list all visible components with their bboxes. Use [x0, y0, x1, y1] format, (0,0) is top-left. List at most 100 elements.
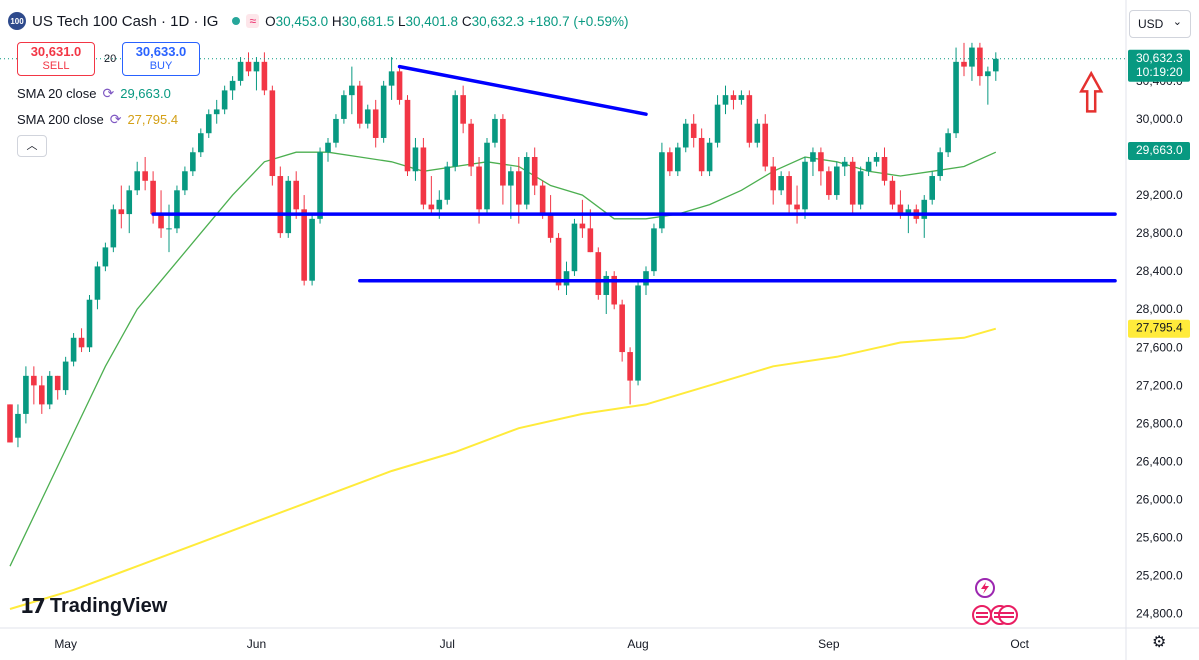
candle-body	[484, 142, 490, 210]
currency-selector[interactable]: USD ⌄	[1129, 10, 1191, 38]
market-status-icon[interactable]	[232, 17, 241, 25]
candle-body	[213, 109, 220, 115]
candle-body	[627, 352, 633, 381]
candle-body	[476, 166, 482, 210]
indicator-sma200[interactable]: SMA 200 close ⟳ 27,795.4	[17, 111, 178, 128]
candle-body	[110, 209, 117, 248]
candle-body	[523, 157, 530, 205]
candle-body	[428, 204, 435, 210]
candle-body	[229, 80, 236, 91]
candle-body	[62, 361, 69, 391]
currency-label: USD	[1138, 17, 1164, 31]
wave-icon[interactable]: ≈	[246, 14, 260, 28]
buy-button[interactable]: 30,633.0 BUY	[122, 42, 200, 76]
candle-body	[834, 166, 840, 196]
candle-body	[261, 61, 268, 91]
ohlc-readout: O30,453.0 H30,681.5 L30,401.8 C30,632.3 …	[265, 14, 628, 29]
candle-body	[595, 252, 602, 295]
symbol-logo[interactable]: 100	[8, 12, 26, 30]
time-axis[interactable]: May Jun Jul Aug Sep Oct	[54, 637, 1029, 651]
candle-body	[205, 114, 212, 134]
candle-body	[539, 185, 546, 215]
candle-body	[54, 375, 61, 391]
candle-body	[905, 209, 912, 215]
candle-body	[317, 152, 323, 219]
candle-body	[841, 161, 848, 167]
sell-label: SELL	[42, 60, 70, 72]
settings-gear-icon[interactable]: ⚙	[1152, 634, 1167, 651]
candle-body	[460, 95, 466, 124]
close-value: 30,632.3	[471, 13, 525, 29]
last-price-label-text: 30,632.3	[1136, 51, 1183, 65]
tradingview-logo[interactable]: 17 TradingView	[20, 594, 167, 618]
candle-body	[15, 413, 21, 438]
candle-body	[682, 123, 689, 148]
candle-body	[969, 47, 975, 67]
sell-button[interactable]: 30,631.0 SELL	[17, 42, 95, 76]
buy-label: BUY	[149, 60, 173, 72]
x-tick-label: May	[54, 637, 77, 651]
candle-body	[126, 190, 133, 215]
candle-body	[396, 71, 403, 100]
candle-body	[531, 157, 538, 186]
candle-body	[818, 152, 824, 172]
event-icons[interactable]	[968, 576, 1028, 628]
candle-body	[619, 304, 625, 353]
arrow-up-annotation	[1079, 70, 1104, 113]
sma20-price-label-text: 29,663.0	[1136, 143, 1183, 157]
candle-body	[786, 176, 792, 205]
lightning-bolt-icon	[981, 582, 989, 594]
y-tick-label: 27,200.0	[1136, 378, 1183, 392]
price-axis[interactable]: 24,800.0 25,200.0 25,600.0 26,000.0 26,400.0…	[1136, 112, 1183, 621]
candle-body	[516, 171, 522, 205]
trendlines-layer	[151, 64, 1117, 283]
last-price-label-text: 10:19:20	[1136, 65, 1183, 79]
candle-body	[182, 171, 188, 191]
tradingview-wordmark: TradingView	[49, 594, 168, 617]
flag-stripes-icon	[994, 612, 1014, 614]
refresh-icon[interactable]: ⟳	[109, 111, 122, 127]
candle-body	[7, 404, 13, 443]
candle-body	[770, 166, 776, 191]
indicator-sma20[interactable]: SMA 20 close ⟳ 29,663.0	[17, 85, 171, 102]
y-tick-label: 26,800.0	[1136, 416, 1183, 430]
close-label: C	[461, 13, 472, 29]
candle-body	[929, 176, 935, 200]
low-label: L	[397, 13, 406, 29]
candle-body	[31, 375, 37, 386]
flag-stripes-icon	[976, 616, 988, 618]
us-event-icon[interactable]	[972, 605, 992, 625]
candle-body	[94, 266, 101, 300]
candle-body	[245, 61, 252, 72]
refresh-icon[interactable]: ⟳	[102, 85, 115, 101]
collapse-indicators-button[interactable]: ︿	[17, 135, 47, 157]
candle-body	[993, 58, 999, 72]
candle-body	[436, 199, 443, 210]
low-value: 30,401.8	[405, 13, 459, 29]
us-event-icon[interactable]	[998, 605, 1018, 625]
symbol-title[interactable]: US Tech 100 Cash · 1D · IG	[32, 12, 219, 30]
candle-body	[826, 171, 832, 196]
x-tick-label: Oct	[1010, 637, 1029, 651]
candle-body	[269, 90, 276, 177]
x-tick-label: Jul	[440, 637, 455, 651]
open-value: 30,453.0	[275, 13, 329, 29]
candle-body	[357, 85, 363, 124]
last-price-label-bg	[1128, 49, 1190, 82]
flag-stripes-icon	[994, 616, 1014, 618]
x-tick-label: Aug	[627, 637, 648, 651]
candle-body	[961, 61, 967, 67]
sell-price: 30,631.0	[30, 44, 82, 59]
trade-panel: 30,631.0 SELL 20 30,633.0 BUY	[17, 42, 200, 76]
candle-body	[722, 95, 729, 105]
candle-body	[849, 161, 856, 205]
candle-body	[611, 275, 617, 305]
candle-body	[237, 61, 244, 81]
y-tick-label: 26,000.0	[1136, 493, 1183, 507]
candle-body	[492, 118, 498, 143]
candle-body	[150, 180, 156, 215]
candle-body	[977, 47, 983, 77]
candle-body	[897, 204, 904, 215]
candle-body	[587, 228, 594, 253]
